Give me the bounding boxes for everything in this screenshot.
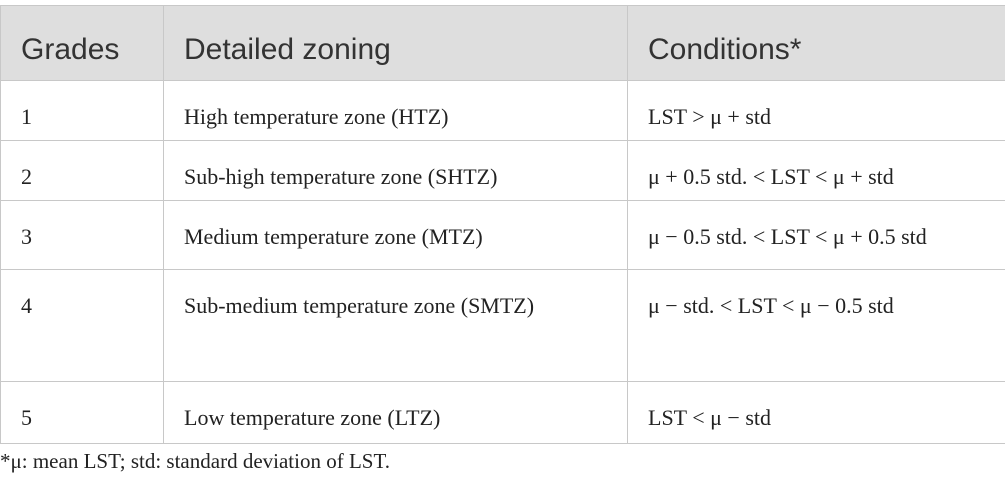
table-row: 5 Low temperature zone (LTZ) LST < μ − std (0, 381, 1005, 444)
table-cell: μ − std. < LST < μ − 0.5 std (627, 269, 1005, 382)
footnote: *μ: mean LST; std: standard deviation of… (0, 449, 390, 473)
table-cell: 4 (0, 269, 164, 382)
table-cell: Sub-medium temperature zone (SMTZ) (163, 269, 628, 382)
table-cell: 1 (0, 80, 164, 141)
table-cell: High temperature zone (HTZ) (163, 80, 628, 141)
column-header: Grades (0, 5, 164, 81)
table-row: 4 Sub-medium temperature zone (SMTZ) μ − s… (0, 269, 1005, 382)
table-cell: 5 (0, 381, 164, 444)
table-cell: μ − 0.5 std. < LST < μ + 0.5 std (627, 200, 1005, 270)
table-cell: Low temperature zone (LTZ) (163, 381, 628, 444)
table-row: 3 Medium temperature zone (MTZ) μ − 0.5 st… (0, 200, 1005, 270)
table-cell: LST > μ + std (627, 80, 1005, 141)
table-row: 1 High temperature zone (HTZ) LST > μ + st… (0, 80, 1005, 141)
table-cell: 3 (0, 200, 164, 270)
table-cell: Medium temperature zone (MTZ) (163, 200, 628, 270)
column-header: Conditions* (627, 5, 1005, 81)
table: Grades Detailed zoning Conditions* 1 High t… (0, 5, 1005, 444)
column-header: Detailed zoning (163, 5, 628, 81)
table-cell: Sub-high temperature zone (SHTZ) (163, 140, 628, 201)
table-row: 2 Sub-high temperature zone (SHTZ) μ + 0.5… (0, 140, 1005, 201)
header-row: Grades Detailed zoning Conditions* (0, 5, 1005, 81)
table-cell: μ + 0.5 std. < LST < μ + std (627, 140, 1005, 201)
table-cell: 2 (0, 140, 164, 201)
table-cell: LST < μ − std (627, 381, 1005, 444)
